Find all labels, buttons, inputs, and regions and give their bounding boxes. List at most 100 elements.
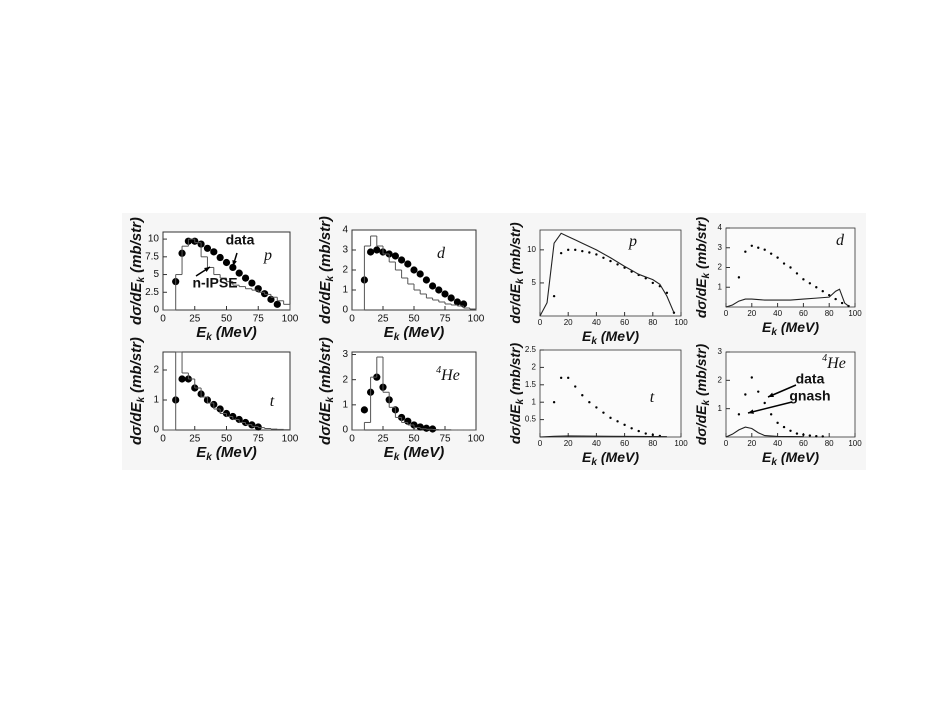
data-point [808,282,812,285]
panel-label-text: d [437,245,446,262]
y-tick-label: 1 [342,399,348,410]
data-point [595,406,598,409]
x-tick-label: 0 [349,434,355,445]
data-point [744,250,747,253]
y-label-symbol: dσ/dE [507,404,523,444]
data-point [651,281,654,285]
data-point [737,413,741,416]
x-tick-label: 0 [538,439,543,448]
y-tick-label: 5 [153,269,159,280]
data-point [821,290,824,293]
data-point [360,406,368,414]
y-tick-label: 10 [527,245,536,254]
x-label-sub: k [591,336,597,347]
y-label-sub: k [515,278,526,284]
data-point [248,279,256,287]
x-tick-label: 60 [799,309,808,318]
x-label-sub: k [771,327,777,338]
x-tick-label: 75 [439,314,451,325]
x-label-unit: (MeV) [781,449,819,465]
y-label-sub: k [701,400,712,406]
annotation: data [226,232,255,248]
x-axis-label: Ek (MeV) [762,449,819,468]
x-tick-label: 75 [439,434,451,445]
data-point [559,251,563,255]
y-tick-label: 1 [718,282,723,291]
arrow-head [748,409,754,414]
data-point [416,423,424,431]
data-point [757,390,760,393]
y-label-sub: k [136,396,147,402]
x-axis-label: Ek (MeV) [762,319,819,338]
data-point [782,262,786,265]
x-label-unit: (MeV) [601,328,639,344]
y-tick-label: 0 [153,305,159,316]
model-curve [539,232,675,317]
panel-label: d [437,245,446,262]
x-label-symbol: E [196,324,207,341]
x-tick-label: 20 [747,439,756,448]
data-point [757,246,760,249]
y-label-symbol: dσ/dE [693,278,709,318]
y-label-unit: (mb/str) [128,217,145,273]
data-point [422,424,430,432]
x-tick-label: 40 [592,439,601,448]
x-label-unit: (MeV) [216,324,257,341]
data-point [637,429,640,433]
panel-label: 4He [822,353,846,371]
x-tick-label: 75 [253,314,265,325]
x-tick-label: 100 [848,439,862,448]
y-tick-label: 1 [342,285,348,296]
y-label-symbol: dσ/dE [128,401,145,444]
data-point [828,293,831,297]
data-point [559,376,563,380]
y-label-sub: k [136,276,147,282]
data-point [273,300,281,308]
y-label-symbol: dσ/dE [507,283,523,323]
plot-frame [539,349,682,438]
x-tick-label: 25 [189,314,201,325]
x-label-symbol: E [384,324,395,341]
y-label-unit: (mb/str) [507,343,523,395]
x-tick-label: 80 [825,439,834,448]
x-tick-label: 0 [160,434,166,445]
panel-label: p [263,247,272,264]
y-label-symbol: dσ/dE [128,281,145,324]
data-point [602,411,605,414]
x-tick-label: 80 [825,309,834,318]
x-axis-label: Ek (MeV) [384,324,444,343]
y-label-symbol: dσ/dE [317,280,334,323]
data-point [222,258,231,267]
y-tick-label: 4 [342,225,348,236]
x-label-symbol: E [196,444,207,461]
data-point [834,297,837,301]
data-point [404,417,412,425]
panel-label-text: p [263,247,272,264]
data-point [776,421,779,425]
panel-label-sup: 4 [436,365,441,376]
y-axis-label: dσ/dEk (mb/str) [317,216,336,324]
x-label-sub: k [591,457,597,468]
y-tick-label: 2 [342,265,348,276]
data-point [552,294,556,298]
data-point [588,251,591,254]
x-label-symbol: E [384,444,395,461]
y-tick-label: 0 [342,425,348,436]
data-point [367,248,375,256]
panel-label-text: p [628,233,637,250]
x-tick-label: 50 [408,314,420,325]
y-tick-label: 0.5 [525,415,537,424]
annotation: n-IPSE [192,275,237,291]
x-tick-label: 100 [282,314,299,325]
annotation: data [796,371,825,387]
panel-label: t [650,389,655,406]
x-label-sub: k [394,332,400,343]
data-point [178,375,186,383]
y-tick-label: 1 [532,397,537,406]
